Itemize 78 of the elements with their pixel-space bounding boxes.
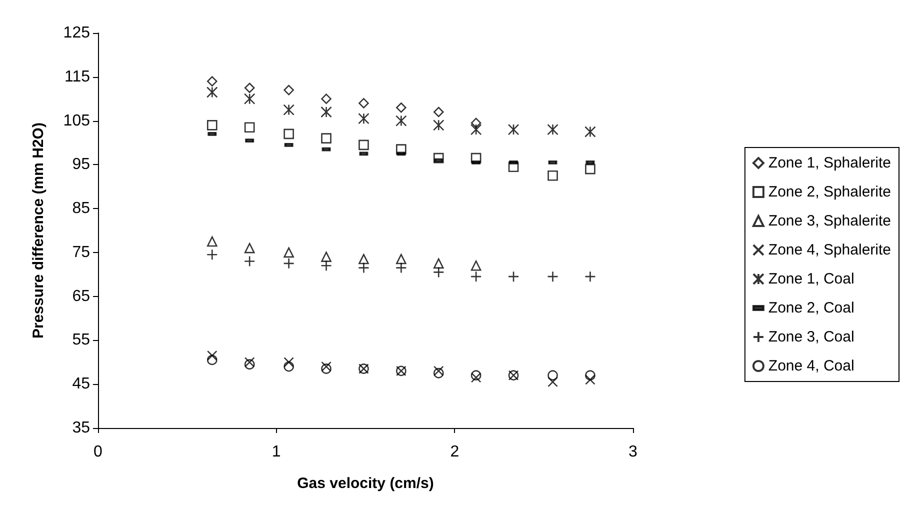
point	[548, 376, 558, 388]
point	[548, 170, 558, 181]
point	[358, 140, 369, 150]
legend-label: Zone 3, Sphalerite	[768, 212, 891, 230]
point	[358, 254, 369, 264]
point	[396, 102, 406, 113]
point	[321, 94, 332, 104]
x-tick-label: 0	[94, 444, 103, 460]
point	[284, 128, 294, 140]
legend-label: Zone 3, Coal	[768, 328, 854, 346]
point	[206, 236, 218, 247]
point	[283, 104, 294, 116]
point	[470, 372, 482, 383]
point	[396, 115, 407, 126]
point	[470, 118, 482, 128]
point	[320, 106, 332, 118]
y-tick-label: 55	[72, 332, 90, 349]
point	[470, 152, 482, 164]
point	[321, 361, 332, 372]
point	[244, 359, 255, 370]
x-tick-label: 3	[628, 444, 638, 460]
legend-label: Zone 2, Sphalerite	[768, 184, 891, 200]
point	[244, 82, 255, 94]
point	[585, 164, 596, 174]
point	[244, 122, 255, 133]
point	[284, 84, 294, 96]
y-axis-title: Pressure difference (mm H2O)	[30, 122, 47, 338]
point	[508, 162, 519, 172]
x-axis-title: Gas velocity (cm/s)	[297, 475, 434, 492]
point	[284, 361, 294, 372]
point	[396, 254, 406, 264]
point	[358, 112, 370, 124]
y-tick-label: 75	[72, 244, 90, 261]
point	[470, 124, 482, 136]
point	[284, 247, 294, 258]
point	[206, 354, 218, 366]
point	[547, 124, 558, 136]
point	[206, 76, 218, 86]
point	[244, 357, 255, 368]
y-tick-label: 105	[63, 112, 90, 130]
legend-label: Zone 4, Sphalerite	[768, 242, 891, 258]
point	[321, 252, 332, 262]
point	[585, 370, 596, 380]
legend-label: Zone 2, Coal	[768, 300, 854, 316]
point	[284, 357, 294, 368]
point	[396, 144, 406, 154]
point	[432, 120, 444, 131]
point	[470, 270, 482, 282]
y-tick-label: 95	[72, 156, 90, 174]
point	[244, 93, 256, 104]
point	[206, 350, 218, 361]
y-tick-label: 35	[72, 420, 90, 436]
point	[433, 152, 444, 164]
y-tick-label: 125	[63, 24, 90, 42]
point	[433, 258, 444, 269]
point	[584, 126, 596, 138]
point	[321, 133, 332, 144]
point	[585, 374, 596, 385]
legend-label: Zone 1, Sphalerite	[768, 154, 891, 172]
y-tick-label: 65	[72, 288, 90, 305]
point	[470, 260, 482, 271]
point	[433, 106, 444, 118]
y-tick-label: 115	[64, 68, 90, 86]
point	[321, 364, 332, 374]
x-tick-label: 2	[450, 444, 460, 460]
point	[508, 270, 520, 282]
y-tick-label: 85	[72, 200, 90, 218]
point	[358, 98, 369, 108]
point	[470, 370, 482, 380]
y-tick-label: 45	[72, 376, 90, 393]
x-tick-label: 1	[272, 444, 281, 460]
legend-label: Zone 4, Coal	[768, 358, 854, 374]
point	[548, 370, 558, 380]
point	[206, 86, 218, 98]
legend-label: Zone 1, Coal	[768, 270, 854, 288]
point	[244, 242, 255, 254]
point	[508, 124, 520, 136]
point	[206, 120, 218, 130]
